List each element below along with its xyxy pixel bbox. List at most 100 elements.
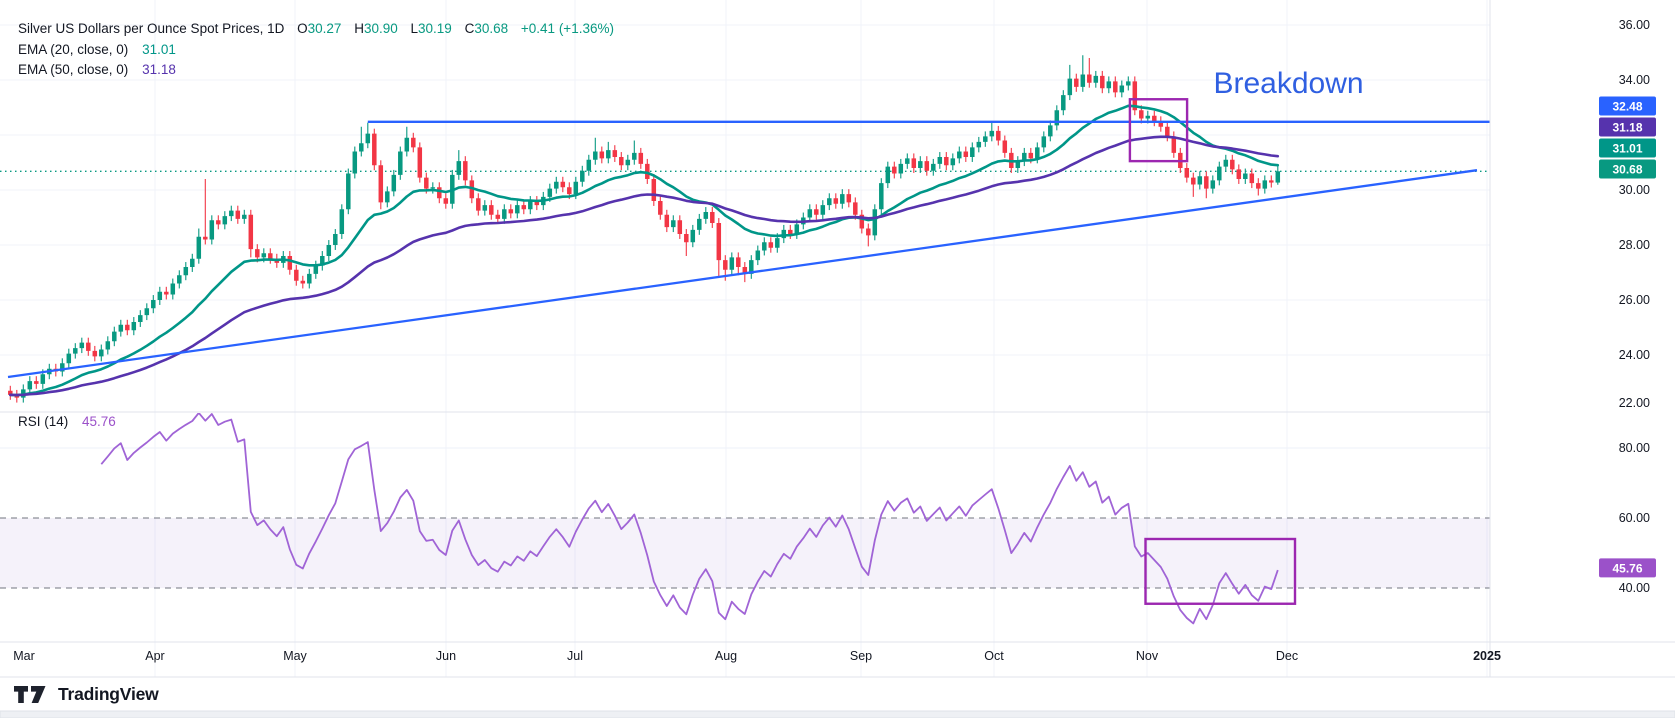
price-badge-text: 32.48	[1612, 100, 1642, 114]
candle-body	[677, 220, 683, 234]
candle-body	[66, 353, 72, 364]
time-axis-label-may[interactable]: May	[283, 649, 307, 663]
candle-body	[1262, 180, 1268, 189]
candle-body	[1061, 95, 1066, 111]
candle-body	[261, 253, 267, 258]
ema20-label[interactable]: EMA (20, close, 0)	[18, 42, 129, 57]
candle-body	[937, 157, 943, 164]
ema50-line	[9, 135, 1280, 397]
candle-body	[320, 256, 325, 266]
ema20-line	[9, 104, 1280, 397]
candle-body	[1236, 169, 1242, 179]
candle-body	[404, 137, 410, 152]
candle-body	[716, 223, 722, 261]
candle-body	[989, 130, 995, 137]
candle-body	[489, 205, 494, 215]
candle-body	[378, 165, 384, 203]
candle-body	[1165, 126, 1170, 137]
candle-body	[86, 342, 91, 351]
candle-body	[567, 187, 572, 195]
candle-body	[547, 188, 553, 197]
rsi-label[interactable]: RSI (14)	[18, 414, 69, 429]
candle-body	[905, 158, 910, 164]
candle-body	[885, 166, 891, 184]
trendline-drawing[interactable]	[7, 169, 1478, 379]
candle-body	[456, 161, 462, 175]
time-axis[interactable]	[0, 642, 1675, 677]
candle-body	[430, 187, 436, 189]
time-axis-label-sep[interactable]: Sep	[850, 649, 872, 663]
tradingview-icon	[14, 685, 46, 703]
time-axis-label-nov[interactable]: Nov	[1136, 649, 1159, 663]
candle-body	[105, 341, 111, 350]
time-axis-label-2025[interactable]: 2025	[1473, 649, 1501, 663]
candle-body	[762, 242, 767, 251]
candle-body	[365, 133, 371, 144]
candle-body	[658, 201, 663, 215]
ema50-legend: EMA (50, close, 0) 31.18	[18, 62, 176, 77]
candle-body	[229, 210, 234, 217]
close-value: 30.68	[474, 21, 509, 36]
ema20-legend: EMA (20, close, 0) 31.01	[18, 42, 176, 57]
candle-body	[755, 250, 761, 261]
candle-body	[1041, 136, 1047, 148]
candle-body	[307, 273, 312, 284]
open-value: 30.27	[307, 21, 342, 36]
candle-body	[840, 194, 845, 204]
time-axis-label-oct[interactable]: Oct	[984, 649, 1004, 663]
candle-body	[222, 216, 228, 225]
candle-body	[853, 202, 858, 215]
time-axis-label-jun[interactable]: Jun	[436, 649, 456, 663]
price-axis[interactable]	[1490, 0, 1675, 641]
bottom-panel-strip	[0, 710, 1675, 718]
price-badge-32.48	[1599, 96, 1656, 116]
candle-body	[619, 157, 624, 166]
candle-body	[645, 163, 650, 179]
candle-body	[996, 130, 1001, 141]
candle-body	[287, 256, 293, 270]
ema50-label[interactable]: EMA (50, close, 0)	[18, 62, 129, 77]
time-axis-label-jul[interactable]: Jul	[567, 649, 583, 663]
time-axis-label-dec[interactable]: Dec	[1276, 649, 1298, 663]
ema50-value: 31.18	[142, 62, 176, 77]
candle-body	[242, 214, 247, 219]
candle-body	[976, 141, 982, 148]
candle-body	[866, 228, 871, 236]
candle-body	[710, 212, 715, 223]
candle-body	[1204, 176, 1209, 189]
candle-body	[638, 152, 644, 164]
price-badge-text: 31.18	[1612, 121, 1642, 135]
candle-body	[983, 136, 988, 142]
time-axis-label-apr[interactable]: Apr	[145, 649, 164, 663]
close-label: C	[464, 21, 475, 36]
candle-body	[333, 234, 338, 245]
time-axis-label-aug[interactable]: Aug	[715, 649, 737, 663]
candle-body	[515, 205, 520, 214]
rsi-axis-label: 60.00	[1619, 511, 1650, 525]
breakdown-rect-price[interactable]	[1128, 98, 1189, 163]
candle-body	[749, 260, 754, 274]
symbol-title[interactable]: Silver US Dollars per Ounce Spot Prices,…	[18, 21, 285, 36]
candle-body	[203, 236, 208, 240]
price-badge-31.18	[1599, 117, 1656, 137]
candle-body	[248, 214, 254, 250]
candle-body	[417, 147, 423, 178]
candle-body	[294, 269, 299, 281]
candle-body	[586, 159, 592, 171]
change-value: +0.41 (+1.36%)	[520, 21, 614, 36]
breakdown-rect-rsi[interactable]	[1144, 537, 1297, 605]
tradingview-logo[interactable]: TradingView	[14, 684, 159, 705]
candle-body	[346, 173, 351, 210]
time-axis-label-mar[interactable]: Mar	[13, 649, 35, 663]
candle-body	[1022, 152, 1027, 162]
breakdown-text[interactable]: Breakdown	[1213, 67, 1363, 100]
candle-body	[593, 151, 598, 160]
candle-body	[697, 218, 702, 230]
candle-body	[1119, 85, 1125, 93]
candle-body	[1139, 110, 1144, 119]
candle-body	[1100, 75, 1105, 89]
candle-body	[599, 151, 605, 159]
rsi-axis-label: 80.00	[1619, 441, 1650, 455]
candle-body	[73, 348, 78, 354]
